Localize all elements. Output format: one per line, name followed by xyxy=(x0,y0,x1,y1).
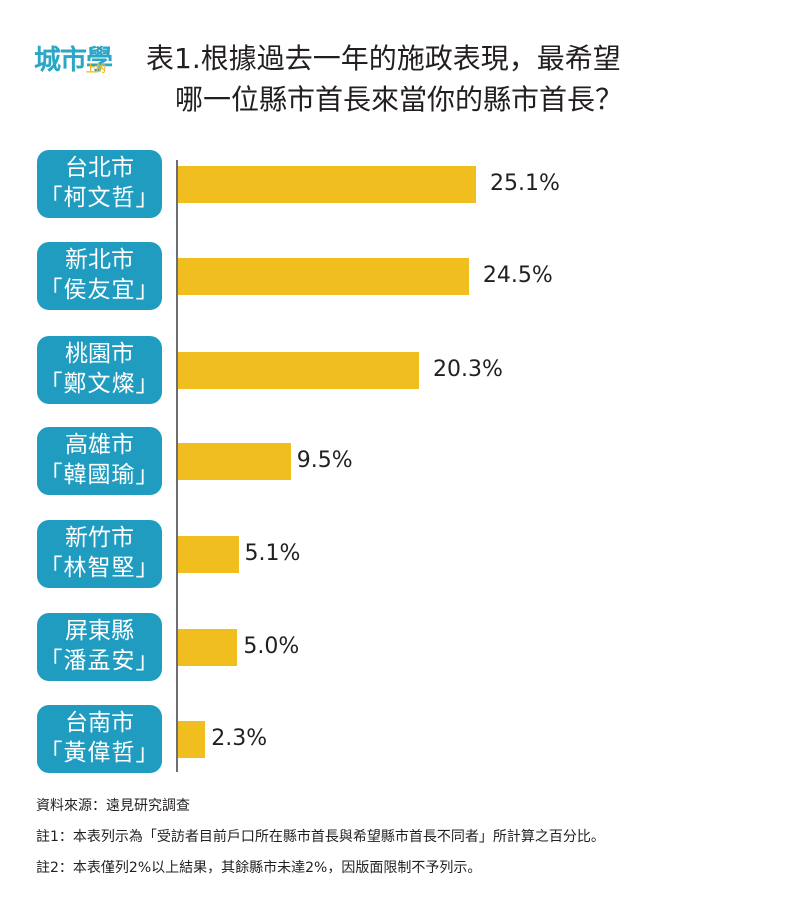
bar-row: 屏東縣 「潘孟安」 5.0% xyxy=(0,613,792,681)
category-label: 高雄市 「韓國瑜」 xyxy=(37,427,162,495)
value-label: 25.1% xyxy=(490,171,560,196)
bar xyxy=(178,258,469,295)
bar-row: 新北市 「侯友宜」 24.5% xyxy=(0,242,792,310)
bar-row: 新竹市 「林智堅」 5.1% xyxy=(0,520,792,588)
chart-title-line2: 哪一位縣市首長來當你的縣市首長？ xyxy=(175,83,624,116)
value-label: 5.1% xyxy=(244,541,301,566)
value-label: 20.3% xyxy=(433,357,503,382)
bar xyxy=(178,443,291,480)
bar xyxy=(178,721,206,758)
bar-row: 台北市 「柯文哲」 25.1% xyxy=(0,150,792,218)
logo-subtext: 上的 xyxy=(86,64,106,75)
mayor-name: 「柯文哲」 xyxy=(39,185,160,211)
logo: 城市學 上的 xyxy=(34,44,142,84)
category-label: 新北市 「侯友宜」 xyxy=(37,242,162,310)
value-label: 24.5% xyxy=(482,263,553,288)
bar-row: 台南市 「黃偉哲」 2.3% xyxy=(0,705,792,773)
chart-title-line1: 表1.根據過去一年的施政表現，最希望 xyxy=(146,42,621,75)
mayor-name: 「鄭文燦」 xyxy=(39,371,160,397)
bar xyxy=(178,629,238,666)
category-label: 屏東縣 「潘孟安」 xyxy=(37,613,162,681)
mayor-name: 「潘孟安」 xyxy=(39,648,160,674)
y-axis-line xyxy=(176,160,178,772)
value-label: 2.3% xyxy=(211,726,268,751)
city-label: 桃園市 xyxy=(65,341,134,367)
value-label: 5.0% xyxy=(243,634,300,659)
category-label: 桃園市 「鄭文燦」 xyxy=(37,336,162,404)
mayor-name: 「侯友宜」 xyxy=(39,277,160,303)
category-label: 台北市 「柯文哲」 xyxy=(37,150,162,218)
city-label: 新竹市 xyxy=(65,525,134,551)
city-label: 高雄市 xyxy=(65,432,134,458)
source-note: 資料來源：遠見研究調查 xyxy=(36,798,190,814)
footnote-1: 註1：本表列示為「受訪者目前戶口所在縣市首長與希望縣市首長不同者」所計算之百分比… xyxy=(36,829,605,845)
footnote-2: 註2：本表僅列2%以上結果，其餘縣市未達2%，因版面限制不予列示。 xyxy=(36,860,482,876)
city-label: 台北市 xyxy=(65,155,134,181)
bar-row: 桃園市 「鄭文燦」 20.3% xyxy=(0,336,792,404)
bar xyxy=(178,536,239,573)
mayor-name: 「黃偉哲」 xyxy=(39,740,160,766)
bar xyxy=(178,352,419,389)
mayor-name: 「韓國瑜」 xyxy=(39,462,160,488)
value-label: 9.5% xyxy=(296,448,353,473)
footnotes: 資料來源：遠見研究調查 註1：本表列示為「受訪者目前戶口所在縣市首長與希望縣市首… xyxy=(36,797,605,890)
city-label: 新北市 xyxy=(65,247,134,273)
city-label: 台南市 xyxy=(65,710,134,736)
logo-text: 城市學 xyxy=(34,45,113,76)
category-label: 新竹市 「林智堅」 xyxy=(37,520,162,588)
bar xyxy=(178,166,476,203)
bar-row: 高雄市 「韓國瑜」 9.5% xyxy=(0,427,792,495)
city-label: 屏東縣 xyxy=(65,618,134,644)
category-label: 台南市 「黃偉哲」 xyxy=(37,705,162,773)
mayor-name: 「林智堅」 xyxy=(39,555,160,581)
